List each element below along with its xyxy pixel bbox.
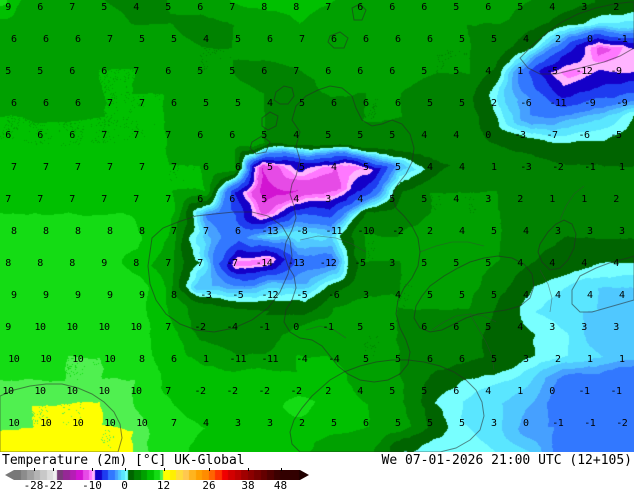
map-footer: Temperature (2m) [°C] UK-Global We 07-01… [0, 452, 634, 490]
temperature-field-raster [0, 0, 634, 452]
colorbar-tick-label: 12 [156, 479, 171, 490]
colorbar[interactable]: -28 -22 -10 0 12 26 38 48 [5, 468, 314, 490]
colorbar-tick-label: -28 [23, 479, 44, 490]
colorbar-underflow-arrow-icon [5, 470, 14, 480]
colorbar-tickmark [280, 468, 282, 471]
colorbar-tickmark [248, 468, 249, 471]
colorbar-tickmark [163, 468, 165, 471]
colorbar-overflow-arrow-icon [300, 470, 309, 480]
colorbar-tick-label: -22 [43, 479, 63, 490]
product-caption: Temperature (2m) [°C] UK-Global [2, 453, 245, 468]
colorbar-tickmark [92, 468, 93, 471]
footer-title-row: Temperature (2m) [°C] UK-Global We 07-01… [0, 452, 634, 470]
colorbar-tickmark [53, 468, 54, 471]
colorbar-tickmark [209, 468, 210, 471]
colorbar-tick-label: 0 [121, 479, 128, 490]
valid-time-caption: We 07-01-2026 21:00 UTC (12+105) [381, 453, 632, 468]
colorbar-tick-label: 26 [202, 479, 216, 490]
colorbar-tick-label: -10 [82, 479, 102, 490]
colorbar-tickmark [124, 468, 126, 471]
colorbar-tick-label: 38 [241, 479, 255, 490]
colorbar-gradient [14, 470, 300, 480]
colorbar-tickmark [33, 468, 35, 471]
colorbar-tick-label: 48 [273, 479, 288, 490]
